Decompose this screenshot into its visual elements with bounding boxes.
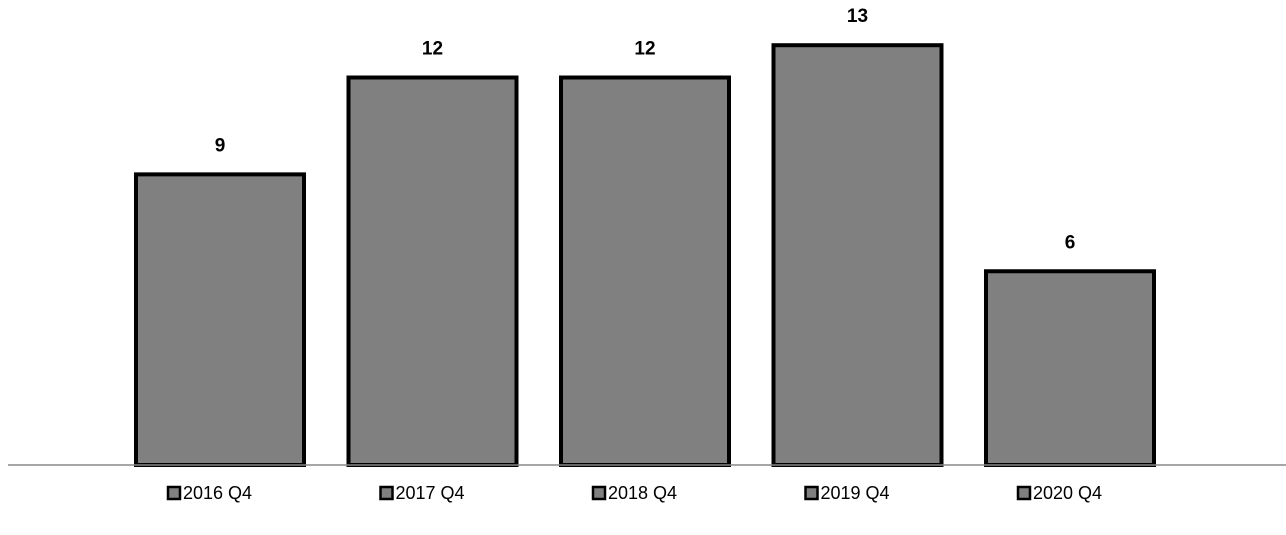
legend-marker [166, 485, 182, 501]
bar [559, 75, 731, 467]
bar [771, 43, 944, 467]
legend-marker [591, 485, 607, 501]
legend-marker [1016, 485, 1032, 501]
data-label: 9 [215, 135, 226, 156]
bar [984, 269, 1156, 467]
bar [134, 172, 306, 467]
legend-label: 2019 Q4 [821, 483, 890, 503]
legend-label: 2020 Q4 [1033, 483, 1102, 503]
legend-label: 2018 Q4 [608, 483, 677, 503]
bar [346, 75, 519, 467]
legend-marker [379, 485, 394, 501]
legend-label: 2017 Q4 [396, 483, 465, 503]
legend-marker [804, 485, 819, 501]
data-label: 13 [847, 6, 868, 27]
data-label: 12 [422, 39, 443, 60]
data-label: 6 [1065, 232, 1076, 253]
legend-label: 2016 Q4 [183, 483, 252, 503]
data-label: 12 [634, 39, 655, 60]
